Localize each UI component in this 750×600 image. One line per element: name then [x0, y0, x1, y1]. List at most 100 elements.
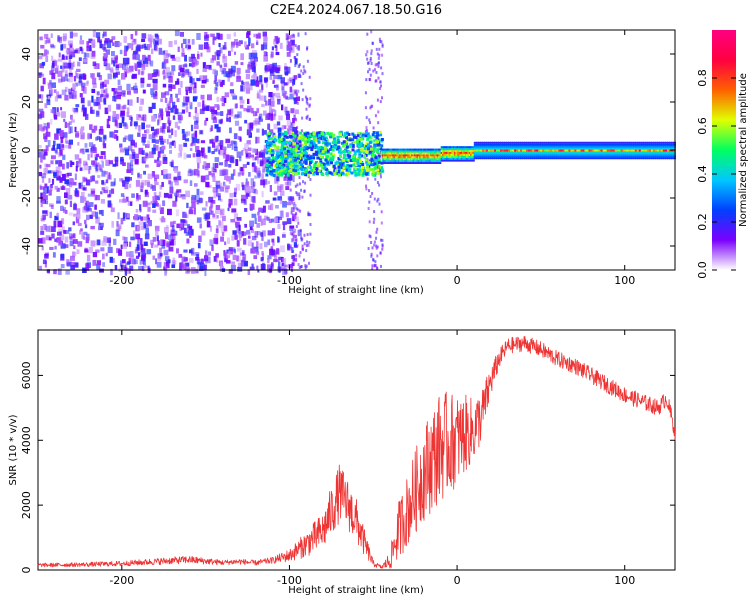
heatmap-cell — [275, 45, 278, 52]
heatmap-cell — [64, 209, 68, 214]
heatmap-cell — [268, 205, 272, 210]
heatmap-cell — [496, 157, 499, 160]
heatmap-cell — [38, 172, 42, 177]
heatmap-cell — [248, 52, 254, 60]
heatmap-cell — [442, 150, 444, 152]
heatmap-cell — [286, 37, 289, 44]
heatmap-cell — [419, 162, 422, 164]
heatmap-cell — [467, 159, 470, 162]
heatmap-cell — [477, 157, 481, 160]
heatmap-cell — [526, 141, 530, 144]
heatmap-cell — [528, 149, 532, 152]
heatmap-cell — [269, 268, 272, 274]
heatmap-cell — [214, 75, 217, 82]
heatmap-cell — [399, 158, 402, 161]
heatmap-cell — [644, 149, 648, 152]
heatmap-cell — [341, 144, 345, 148]
heatmap-cell — [328, 171, 332, 175]
heatmap-cell — [181, 196, 186, 200]
heatmap-cell — [471, 151, 474, 154]
heatmap-cell — [556, 155, 560, 158]
heatmap-cell — [295, 144, 299, 148]
heatmap-cell — [153, 72, 159, 76]
heatmap-cell — [174, 30, 180, 37]
heatmap-cell — [70, 114, 73, 120]
heatmap-cell — [75, 70, 78, 77]
heatmap-cell — [366, 32, 369, 36]
heatmap-cell — [366, 162, 370, 166]
heatmap-cell — [667, 155, 670, 158]
heatmap-cell — [387, 154, 389, 157]
heatmap-cell — [267, 180, 270, 185]
heatmap-cell — [91, 50, 96, 57]
heatmap-cell — [195, 146, 200, 153]
heatmap-cell — [424, 148, 427, 151]
heatmap-cell — [536, 151, 540, 154]
heatmap-cell — [491, 147, 495, 150]
heatmap-cell — [379, 80, 382, 84]
heatmap-cell — [86, 254, 91, 262]
heatmap-cell — [77, 142, 80, 146]
heatmap-cell — [504, 143, 507, 146]
heatmap-cell — [345, 131, 349, 135]
heatmap-cell — [359, 159, 362, 163]
heatmap-cell — [230, 173, 234, 180]
heatmap-cell — [375, 131, 379, 135]
heatmap-cell — [538, 151, 542, 154]
heatmap-cell — [221, 79, 225, 86]
heatmap-cell — [181, 109, 185, 114]
heatmap-cell — [536, 143, 540, 146]
heatmap-cell — [308, 104, 311, 108]
heatmap-cell — [654, 151, 658, 154]
heatmap-cell — [298, 254, 301, 258]
heatmap-cell — [514, 153, 518, 156]
heatmap-cell — [102, 253, 105, 260]
heatmap-cell — [233, 32, 237, 37]
heatmap-cell — [125, 251, 131, 257]
heatmap-cell — [548, 157, 552, 160]
heatmap-cell — [255, 136, 260, 144]
heatmap-cell — [199, 151, 204, 157]
heatmap-cell — [134, 249, 138, 254]
heatmap-cell — [498, 141, 501, 144]
heatmap-cell — [546, 149, 550, 152]
heatmap-cell — [161, 244, 166, 249]
heatmap-cell — [383, 152, 385, 155]
heatmap-cell — [186, 131, 191, 136]
heatmap-cell — [95, 136, 98, 141]
heatmap-cell — [618, 143, 622, 146]
heatmap-cell — [124, 63, 129, 67]
heatmap-cell — [144, 233, 150, 240]
heatmap-cell — [348, 138, 352, 142]
heatmap-cell — [419, 154, 422, 157]
heatmap-cell — [236, 256, 241, 262]
heatmap-cell — [209, 210, 213, 215]
heatmap-cell — [464, 159, 467, 162]
heatmap-cell — [463, 148, 466, 151]
heatmap-cell — [112, 42, 115, 46]
heatmap-cell — [163, 50, 168, 56]
heatmap-cell — [199, 263, 205, 270]
heatmap-cell — [436, 160, 439, 163]
heatmap-cell — [285, 33, 289, 41]
heatmap-cell — [433, 154, 436, 157]
heatmap-cell — [360, 135, 364, 139]
heatmap-cell — [431, 160, 434, 163]
heatmap-cell — [155, 195, 160, 201]
heatmap-cell — [301, 137, 305, 141]
heatmap-cell — [660, 149, 664, 152]
heatmap-cell — [431, 158, 434, 161]
heatmap-cell — [255, 136, 258, 144]
heatmap-cell — [40, 111, 45, 118]
heatmap-cell — [305, 249, 308, 253]
heatmap-cell — [370, 52, 373, 56]
heatmap-cell — [273, 171, 277, 175]
heatmap-cell — [628, 145, 632, 148]
heatmap-cell — [628, 153, 632, 156]
heatmap-cell — [42, 214, 46, 220]
heatmap-cell — [423, 160, 426, 163]
heatmap-cell — [496, 153, 499, 156]
heatmap-cell — [196, 152, 201, 157]
heatmap-cell — [269, 150, 273, 154]
heatmap-cell — [308, 75, 311, 79]
